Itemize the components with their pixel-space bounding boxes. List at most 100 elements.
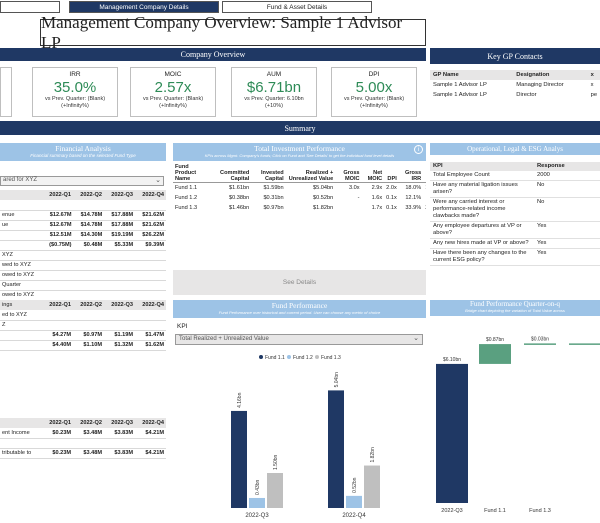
cell-value bbox=[73, 260, 105, 271]
financial-analysis-header: Financial Analysis Financial summary bas… bbox=[0, 143, 166, 161]
table-row: Quarter bbox=[0, 280, 166, 291]
table-row: Have any material ligation issues arisen… bbox=[430, 181, 600, 198]
col-q1: 2022-Q1 bbox=[42, 190, 73, 200]
tab-fund-asset-details[interactable]: Fund & Asset Details bbox=[222, 1, 372, 13]
see-details-button[interactable]: See Details bbox=[173, 270, 426, 295]
table-row[interactable]: Sample 1 Advisor LP Managing Director x bbox=[430, 80, 600, 90]
col-q4: 2022-Q4 bbox=[135, 190, 166, 200]
kpi-change: (+Infinity%) bbox=[61, 103, 89, 109]
cell: 2000 bbox=[537, 172, 550, 178]
chevron-down-icon: ⌄ bbox=[155, 177, 161, 184]
table-row[interactable]: Fund 1.1 $1.61bn $1.59bn $5.04bn 3.0x 2.9x 2.0… bbox=[173, 183, 426, 193]
cell: 1.6x bbox=[371, 194, 383, 201]
column-header[interactable]: Invested Capital bbox=[251, 164, 286, 183]
table-row: enue $12.67M $14.78M $17.88M $21.62M bbox=[0, 210, 166, 221]
cell-value: $4.21M bbox=[135, 428, 166, 439]
data-label: 0.52bn bbox=[352, 477, 358, 493]
row-label: ed to XYZ bbox=[0, 310, 42, 321]
cell-value: $4.21M bbox=[135, 448, 166, 459]
kpi-dropdown[interactable]: Total Realized + Unrealized Value ⌄ bbox=[175, 334, 423, 345]
col-q1: 2022-Q1 bbox=[42, 418, 73, 428]
cell-value bbox=[42, 320, 73, 331]
cell: - bbox=[357, 194, 360, 201]
tick-label: Fund 1.1 bbox=[484, 508, 506, 514]
cell: 2.0x bbox=[386, 184, 397, 191]
column-header[interactable]: Realized + Unrealized Value bbox=[285, 164, 336, 183]
cell-value bbox=[135, 200, 166, 211]
bar bbox=[479, 344, 511, 364]
cell-value bbox=[135, 310, 166, 321]
kpi-card-irr: IRR 35.0% vs Prev. Quarter: (Blank) (+In… bbox=[32, 67, 118, 117]
financial-table-2-body: ed to XYZ Z $4.27M $0.97M $1.19M $1.47M $4.40M… bbox=[0, 310, 166, 351]
legend-marker bbox=[287, 355, 291, 359]
tick-label: Fund 1.3 bbox=[529, 508, 551, 514]
column-header[interactable]: Net MOIC bbox=[361, 164, 385, 183]
bar bbox=[436, 363, 468, 503]
financial-table-1: 2022-Q1 2022-Q2 2022-Q3 2022-Q4 bbox=[0, 190, 166, 200]
cell: Have there been any changes to the curre… bbox=[433, 250, 527, 263]
cell: 12.1% bbox=[405, 194, 422, 201]
cell-value bbox=[73, 270, 105, 281]
column-header[interactable]: Gross MOIC bbox=[335, 164, 362, 183]
info-icon[interactable]: i bbox=[414, 145, 423, 154]
row-label: Z bbox=[0, 320, 42, 331]
tab-management-company-details[interactable]: Management Company Details bbox=[69, 1, 219, 13]
total-investment-table-wrap: Fund Product Name Committed Capital Invest… bbox=[173, 164, 426, 213]
cell: $0.52bn bbox=[312, 194, 334, 201]
cell: No bbox=[537, 182, 545, 188]
cell-value: $1.19M bbox=[104, 330, 135, 341]
table-row: owed to XYZ bbox=[0, 290, 166, 301]
row-label bbox=[0, 200, 42, 211]
column-header[interactable]: Committed Capital bbox=[210, 164, 252, 183]
cell: Managing Director bbox=[516, 82, 564, 88]
financial-table-1-body: enue $12.67M $14.78M $17.88M $21.62M ue $12.67… bbox=[0, 200, 166, 301]
col-q2: 2022-Q2 bbox=[73, 190, 104, 200]
cell-value bbox=[135, 290, 166, 301]
cell-value: $19.19M bbox=[104, 230, 136, 241]
financial-table-1-wrap: 2022-Q1 2022-Q2 2022-Q3 2022-Q4 enue $12.… bbox=[0, 190, 166, 301]
table-row[interactable]: Fund 1.2 $0.38bn $0.31bn $0.52bn - 1.6x 0.1x 12… bbox=[173, 193, 426, 203]
column-header[interactable]: Fund Product Name bbox=[173, 164, 211, 183]
column-header[interactable]: Gross IRR bbox=[398, 164, 424, 183]
tick-label: 2022-Q3 bbox=[245, 513, 269, 519]
cell-value bbox=[104, 290, 136, 301]
column-header[interactable]: N bbox=[423, 164, 426, 183]
kpi-label: DPI bbox=[368, 71, 380, 78]
fund-performance-chart: Fund 1.1 Fund 1.2 Fund 1.3 4.16bn 0.43bn 1.50… bbox=[231, 355, 380, 519]
data-label: $0.87bn bbox=[486, 337, 504, 343]
fund-quarter-title: Fund Performance Quarter-on-q bbox=[469, 300, 561, 308]
kpi-card-aum: AUM $6.71bn vs Prev. Quarter: 6.10bn (+1… bbox=[231, 67, 317, 117]
fund-type-dropdown[interactable]: ared for XYZ ⌄ bbox=[0, 176, 164, 186]
table-row: Z bbox=[0, 320, 166, 331]
cell-value: $17.88M bbox=[104, 210, 136, 221]
kpi-change: (+10%) bbox=[265, 103, 283, 109]
kpi-value: 35.0% bbox=[53, 79, 97, 96]
cell-value: $4.40M bbox=[42, 340, 73, 351]
cell-value: $26.22M bbox=[135, 230, 166, 241]
data-label: 0.43bn bbox=[255, 479, 261, 495]
gp-contacts-table-wrap: GP Name Designation x Sample 1 Advisor L… bbox=[430, 70, 600, 100]
column-header[interactable]: DPI bbox=[384, 164, 399, 183]
cell-value bbox=[135, 260, 166, 271]
table-row[interactable]: Sample 1 Advisor LP Director pe bbox=[430, 90, 600, 100]
cell: Fund 1.1 bbox=[175, 184, 198, 191]
table-row[interactable]: Fund 1.3 $1.46bn $0.97bn $1.82bn 1.7x 0.1x 33.… bbox=[173, 203, 426, 213]
cell-value bbox=[73, 438, 104, 449]
cell: Any new hires made at VP or above? bbox=[433, 240, 529, 246]
cell-value bbox=[104, 260, 136, 271]
row-label bbox=[0, 340, 42, 351]
cell-value bbox=[42, 438, 73, 449]
cell: $0.38bn bbox=[229, 194, 250, 201]
cell-value: $21.62M bbox=[135, 220, 166, 231]
column-header: Response bbox=[534, 162, 600, 171]
data-label: 1.82bn bbox=[370, 447, 376, 463]
cell: 1.7x bbox=[371, 204, 383, 211]
cell: Yes bbox=[537, 223, 547, 229]
tick-label: 2022-Q4 bbox=[342, 513, 366, 519]
table-row: ent Income $0.23M $3.48M $3.83M $4.21M bbox=[0, 428, 166, 439]
cell-value: $3.48M bbox=[73, 448, 104, 459]
cell: 9. bbox=[423, 193, 426, 203]
tab-blank[interactable] bbox=[0, 1, 60, 13]
cell: $1.46bn bbox=[229, 204, 250, 211]
table-row: Any new hires made at VP or above? Yes bbox=[430, 239, 600, 249]
